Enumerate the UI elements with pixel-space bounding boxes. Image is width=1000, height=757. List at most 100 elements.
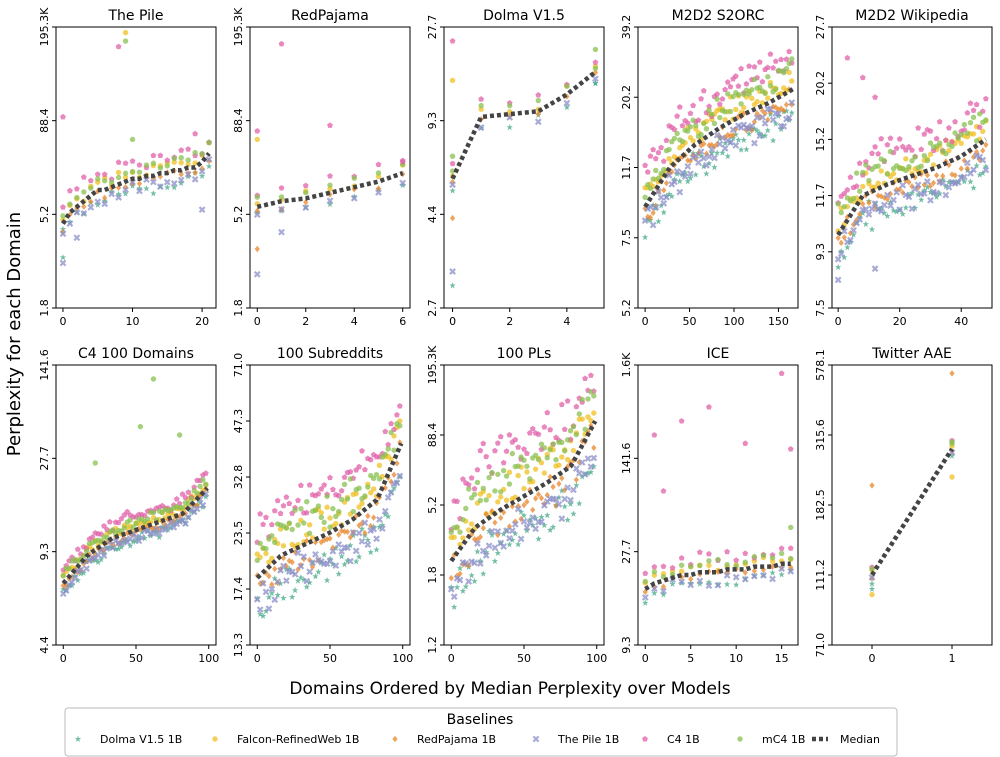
falcon-point [171,159,177,165]
redpajama-point [124,529,130,537]
pile-point [834,276,842,284]
mc4-point [535,97,541,104]
mc4-point [448,529,454,535]
dolma-point [561,503,568,510]
pile-point [177,176,185,184]
c4-point [541,424,548,430]
c4-point [952,118,958,125]
redpajama-point [903,177,909,184]
pile-point [575,469,583,477]
c4-point [399,158,406,165]
mc4-point [150,509,157,516]
dolma-point [312,573,319,580]
pile-point [890,196,897,204]
dolma-point [668,193,675,200]
c4-point [330,486,336,492]
mc4-point [88,185,94,191]
pile-point [887,202,894,210]
pile-point [942,191,950,199]
dolma-point [669,580,676,588]
c4-point [286,500,293,507]
dolma-point [122,190,129,197]
x-tick-label: 5 [687,652,694,665]
redpajama-point [550,483,556,491]
redpajama-point [930,179,937,187]
pile-point [87,204,95,211]
c4-point [738,65,745,72]
dolma-point [967,178,974,185]
mc4-point [724,561,730,568]
x-tick-label: 100 [586,652,607,665]
mc4-point [958,131,964,138]
pile-point [350,194,358,202]
dolma-point [202,493,209,500]
dolma-point [970,184,977,191]
mc4-point [269,533,275,539]
c4-point [872,94,878,100]
pile-point [294,549,302,557]
pile-point [256,606,264,613]
dolma-point [788,109,795,116]
dolma-point [280,594,287,602]
mc4-point [362,493,368,499]
pile-point [538,518,545,526]
redpajama-point [339,527,345,535]
c4-point [106,518,113,525]
mc4-point [715,556,721,563]
mc4-point [321,519,327,526]
pile-point [462,560,470,567]
mc4-point [769,555,776,561]
mc4-point [570,423,577,430]
panel-100-pls: 100 PLs 0 50 100 1.2 1.8 5.2 88.4 195.3K [426,345,607,665]
dolma-point [684,178,691,185]
dolma-point [564,516,571,523]
redpajama-point [362,529,368,537]
mc4-point [535,456,542,463]
c4-point [526,429,533,436]
pile-point [198,167,206,175]
pile-point [329,547,337,555]
y-tick-label: 11.7 [814,183,827,208]
mc4-point [778,550,785,557]
mc4-point [315,503,322,509]
pile-point [753,114,761,121]
dolma-point [868,580,876,587]
pile-point [361,519,369,527]
redpajama-point [304,537,310,545]
x-tick-label: 15 [775,652,789,665]
pile-point [399,179,407,187]
c4-point [480,440,487,447]
c4-point [268,521,275,528]
mc4-point [179,505,186,511]
redpajama-point [471,536,478,543]
redpajama-point [327,535,333,542]
pile-point [721,145,729,152]
mc4-point [936,140,943,146]
redpajama-point [663,179,670,187]
redpajama-point [881,194,887,201]
legend-entry-mc4: mC4 1B [737,733,805,746]
redpajama-point [841,234,847,241]
redpajama-point [762,110,768,117]
c4-point [521,446,527,452]
dolma-point [164,184,171,191]
mc4-point [350,508,356,515]
c4-point [136,161,143,168]
c4-point [651,563,658,570]
redpajama-point [958,165,964,172]
median-line [61,486,209,585]
falcon-point [178,159,184,166]
dolma-point [868,226,876,233]
mc4-point [678,562,685,568]
falcon-point [388,456,394,462]
pile-point [534,118,542,126]
dolma-point [341,561,348,568]
falcon-point [678,568,685,574]
mc4-point [970,114,977,121]
c4-point [906,143,912,150]
pile-point [705,153,713,160]
c4-point [321,482,328,488]
dolma-point [315,568,322,575]
falcon-point [786,69,792,76]
c4-point [582,375,588,381]
